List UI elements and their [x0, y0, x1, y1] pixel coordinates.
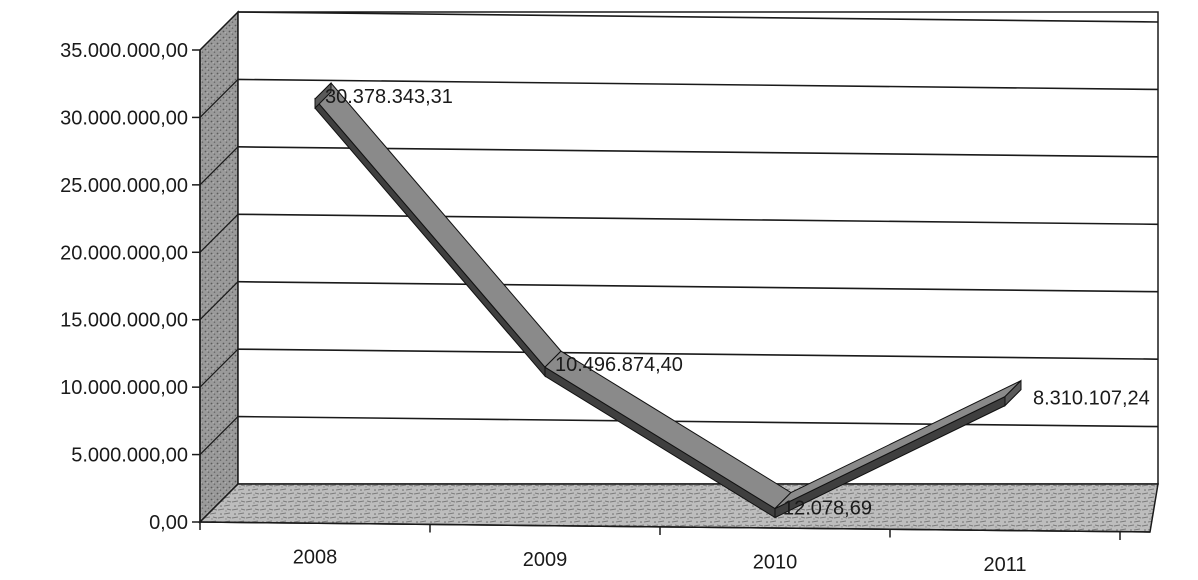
y-tick-label: 30.000.000,00	[60, 107, 188, 129]
data-label: 30.378.343,31	[325, 86, 453, 108]
series-line	[314, 81, 1022, 519]
series-end-cap	[1004, 379, 1022, 407]
side-wall-gridline	[199, 146, 239, 186]
side-wall-gridline	[199, 281, 239, 321]
x-tick-label: 2009	[523, 549, 568, 571]
data-label: 12.078,69	[783, 498, 872, 520]
gridline	[237, 146, 1159, 158]
y-tick-label: 25.000.000,00	[60, 175, 188, 197]
side-wall	[199, 10, 239, 524]
gridline	[237, 11, 1159, 23]
data-label: 8.310.107,24	[1033, 388, 1150, 410]
gridline	[237, 280, 1159, 293]
gridline	[237, 78, 1159, 91]
side-wall-gridline	[199, 11, 239, 51]
x-tick-label: 2008	[293, 546, 338, 568]
gridlines	[199, 11, 1159, 455]
gridline	[237, 213, 1159, 226]
data-label: 10.496.874,40	[555, 354, 683, 376]
x-tick-label: 2011	[983, 554, 1026, 575]
x-tick-label: 2010	[753, 551, 798, 573]
y-tick-label: 0,00	[149, 512, 188, 534]
side-wall-gridline	[199, 79, 239, 118]
x-axis	[199, 521, 1151, 533]
y-tick-label: 35.000.000,00	[60, 40, 188, 62]
side-wall-gridline	[199, 348, 239, 388]
floor	[198, 483, 1159, 533]
chart-walls	[198, 10, 1159, 533]
side-wall-gridline	[199, 416, 239, 455]
series-end-cap	[314, 81, 332, 110]
gridline	[237, 415, 1159, 428]
back-wall	[237, 11, 1159, 485]
y-tick-label: 10.000.000,00	[60, 377, 188, 399]
side-wall-gridline	[199, 213, 239, 253]
axes: 0,00 5.000.000,00 10.000.000,00 15.000.000,…	[60, 40, 1151, 576]
y-tick-label: 15.000.000,00	[60, 310, 188, 332]
y-tick-label: 20.000.000,00	[60, 242, 188, 264]
labels: 30.378.343,31 10.496.874,40 12.078,69 8.310…	[325, 86, 1150, 520]
y-tick-label: 5.000.000,00	[71, 445, 188, 467]
gridline	[237, 348, 1159, 360]
